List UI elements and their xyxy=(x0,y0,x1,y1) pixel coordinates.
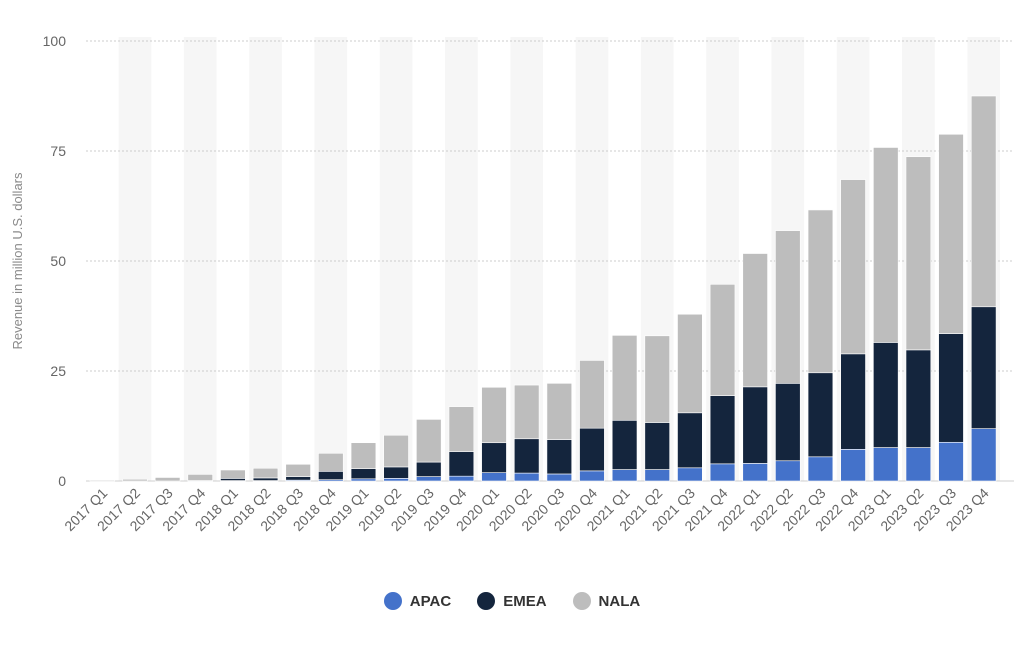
bar-segment-emea xyxy=(252,477,279,481)
bar-segment-apac xyxy=(644,469,670,482)
column-band xyxy=(183,37,217,481)
legend-item-emea[interactable]: EMEA xyxy=(477,592,547,610)
bar-segment-apac xyxy=(775,460,801,482)
legend-label: EMEA xyxy=(503,592,547,610)
bar-segment-nala xyxy=(970,95,997,308)
bar-segment-nala xyxy=(546,383,573,440)
bar-segment-emea xyxy=(644,422,670,470)
bar-segment-nala xyxy=(285,463,311,477)
legend-item-nala[interactable]: NALA xyxy=(572,592,641,610)
bar-segment-apac xyxy=(742,463,768,482)
bar-segment-apac xyxy=(416,476,442,482)
bar-segment-emea xyxy=(546,439,573,475)
bar-segment-apac xyxy=(709,463,736,482)
bar-segment-nala xyxy=(154,477,181,482)
bar-segment-apac xyxy=(873,447,899,482)
bar-segment-nala xyxy=(611,335,638,421)
bar-segment-emea xyxy=(775,383,801,462)
bar-segment-emea xyxy=(807,372,834,458)
bar-segment-emea xyxy=(677,412,703,469)
y-tick-label: 0 xyxy=(58,473,66,489)
y-tick-label: 100 xyxy=(43,33,67,49)
legend-marker xyxy=(477,592,496,610)
y-tick-label: 50 xyxy=(50,253,66,269)
bar-segment-emea xyxy=(579,427,605,472)
bar-segment-nala xyxy=(448,406,475,452)
bar-segment-emea xyxy=(350,468,377,480)
bar-segment-emea xyxy=(905,349,932,448)
bar-segment-nala xyxy=(677,313,703,414)
bar-segment-apac xyxy=(350,478,377,482)
bar-segment-nala xyxy=(709,284,736,396)
legend-item-apac[interactable]: APAC xyxy=(383,592,452,610)
bar-segment-apac xyxy=(579,470,605,482)
legend-marker xyxy=(383,592,402,610)
bar-segment-emea xyxy=(513,438,540,474)
bar-segment-nala xyxy=(579,360,605,429)
bar-segment-emea xyxy=(416,461,442,477)
bar-segment-emea xyxy=(938,333,964,443)
bar-segment-nala xyxy=(775,230,801,384)
bar-segment-nala xyxy=(513,384,540,440)
bar-segment-nala xyxy=(383,434,409,468)
bar-segment-nala xyxy=(938,133,964,334)
bar-segment-nala xyxy=(807,209,834,374)
bar-segment-apac xyxy=(481,472,507,482)
bar-segment-emea xyxy=(318,471,344,480)
bar-segment-emea xyxy=(742,386,768,464)
y-tick-label: 25 xyxy=(50,363,66,379)
bar-segment-emea xyxy=(611,419,638,470)
bar-segment-nala xyxy=(644,335,670,423)
bar-segment-apac xyxy=(807,456,834,482)
bar-segment-apac xyxy=(938,441,964,482)
bar-segment-apac xyxy=(448,475,475,482)
bar-segment-nala xyxy=(416,419,442,463)
bar-segment-nala xyxy=(89,479,116,482)
bar-segment-nala xyxy=(318,452,344,472)
bar-segment-emea xyxy=(709,395,736,465)
y-tick-label: 75 xyxy=(50,143,66,159)
bar-segment-emea xyxy=(448,451,475,477)
column-band xyxy=(249,37,282,481)
bar-segment-apac xyxy=(840,449,866,482)
legend: APAC EMEA NALA xyxy=(0,592,1024,610)
bars xyxy=(89,95,997,482)
bar-segment-nala xyxy=(481,386,507,444)
legend-label: NALA xyxy=(598,592,641,610)
bar-segment-apac xyxy=(970,428,997,482)
y-axis-label: Revenue in million U.S. dollars xyxy=(10,172,25,350)
column-band xyxy=(314,37,348,481)
bar-segment-nala xyxy=(220,469,246,479)
bar-segment-emea xyxy=(383,466,409,479)
bar-segment-apac xyxy=(383,478,409,482)
bar-segment-apac xyxy=(513,472,540,482)
bar-segment-emea xyxy=(970,306,997,429)
bar-segment-emea xyxy=(873,342,899,448)
bar-segment-nala xyxy=(252,467,279,479)
legend-label: APAC xyxy=(409,592,452,610)
bar-segment-apac xyxy=(611,469,638,482)
bar-segment-apac xyxy=(677,467,703,482)
bar-segment-nala xyxy=(873,147,899,343)
bar-segment-nala xyxy=(742,253,768,388)
legend-marker xyxy=(572,592,591,610)
bar-segment-emea xyxy=(220,478,246,481)
bar-segment-nala xyxy=(187,474,213,481)
bar-segment-emea xyxy=(481,442,507,473)
bar-segment-nala xyxy=(905,156,932,351)
bar-segment-apac xyxy=(905,447,932,482)
bar-segment-nala xyxy=(350,442,377,469)
column-band xyxy=(379,37,413,481)
bar-segment-nala xyxy=(840,179,866,355)
bar-segment-emea xyxy=(285,476,311,481)
bar-segment-apac xyxy=(546,473,573,482)
bar-segment-nala xyxy=(122,478,148,482)
bar-segment-emea xyxy=(840,353,866,450)
column-band xyxy=(118,37,152,481)
y-axis-ticks: 0 25 50 75 100 xyxy=(43,33,67,489)
